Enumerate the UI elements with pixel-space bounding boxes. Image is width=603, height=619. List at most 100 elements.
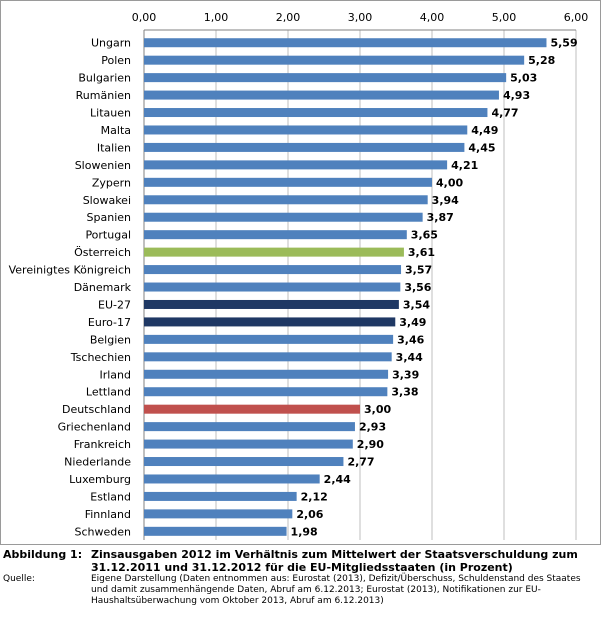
category-label: Österreich xyxy=(74,246,131,259)
bar xyxy=(144,352,392,362)
bar xyxy=(144,457,344,467)
category-label: Luxemburg xyxy=(69,473,131,486)
data-label: 3,39 xyxy=(392,368,419,381)
data-label: 3,65 xyxy=(411,229,438,242)
bar xyxy=(144,491,297,501)
category-label: Belgien xyxy=(90,333,131,346)
data-label: 2,44 xyxy=(324,473,351,486)
category-label: Rumänien xyxy=(76,89,131,102)
figure-caption-row: Abbildung 1: Zinsausgaben 2012 im Verhäl… xyxy=(3,548,600,574)
category-label: Euro-17 xyxy=(88,316,131,329)
data-label: 4,00 xyxy=(436,176,463,189)
category-label: Italien xyxy=(97,141,131,154)
bar xyxy=(144,195,428,205)
bar-chart: 0,00 1,00 2,00 3,00 4,00 5,00 6,00 Ungarn 5,59 Po… xyxy=(9,11,589,541)
bar xyxy=(144,387,388,397)
bar xyxy=(144,160,448,170)
x-tick-label: 5,00 xyxy=(492,11,517,24)
bar xyxy=(144,142,465,152)
data-label: 3,56 xyxy=(404,281,431,294)
bar xyxy=(144,299,399,309)
category-label: Ungarn xyxy=(91,37,131,50)
chart-frame: 0,00 1,00 2,00 3,00 4,00 5,00 6,00 Ungarn 5,59 Po… xyxy=(0,0,601,545)
data-label: 2,06 xyxy=(296,508,323,521)
bar xyxy=(144,73,507,83)
category-label: Lettland xyxy=(86,386,131,399)
bar xyxy=(144,125,468,135)
data-label: 4,45 xyxy=(468,141,495,154)
data-label: 3,38 xyxy=(391,386,418,399)
bar xyxy=(144,265,402,275)
bar xyxy=(144,404,360,414)
figure-title: Zinsausgaben 2012 im Verhältnis zum Mitt… xyxy=(91,548,578,574)
data-label: 3,49 xyxy=(399,316,426,329)
data-label: 4,49 xyxy=(471,124,498,137)
category-label: Finnland xyxy=(85,508,131,521)
bar xyxy=(144,177,432,187)
category-label: Tschechien xyxy=(70,351,131,364)
data-label: 1,98 xyxy=(291,525,318,538)
category-label: Frankreich xyxy=(74,438,131,451)
data-label: 3,61 xyxy=(408,246,435,259)
bar xyxy=(144,230,407,240)
category-label: Malta xyxy=(101,124,131,137)
figure-label: Abbildung 1: xyxy=(3,548,83,561)
category-label: Deutschland xyxy=(62,403,131,416)
x-tick-label: 2,00 xyxy=(276,11,301,24)
data-label: 4,77 xyxy=(491,107,518,120)
x-tick-label: 6,00 xyxy=(564,11,589,24)
x-tick-label: 4,00 xyxy=(420,11,445,24)
data-label: 5,28 xyxy=(528,54,555,67)
category-label: Slowenien xyxy=(75,159,131,172)
x-tick-label: 0,00 xyxy=(132,11,157,24)
bar xyxy=(144,38,547,48)
bar xyxy=(144,509,293,519)
data-label: 3,87 xyxy=(427,211,454,224)
bar xyxy=(144,422,355,432)
data-label: 2,77 xyxy=(347,456,374,469)
data-label: 4,93 xyxy=(503,89,530,102)
category-label: Slowakei xyxy=(83,194,131,207)
x-tick-label: 3,00 xyxy=(348,11,373,24)
category-label: Polen xyxy=(101,54,131,67)
bar xyxy=(144,474,320,484)
data-label: 3,54 xyxy=(403,298,430,311)
source-row: Quelle: Eigene Darstellung (Daten entnom… xyxy=(3,574,600,607)
data-label: 2,90 xyxy=(357,438,384,451)
source-label: Quelle: xyxy=(3,574,35,584)
bar xyxy=(144,55,525,65)
data-label: 3,44 xyxy=(396,351,423,364)
bar xyxy=(144,282,401,292)
bar xyxy=(144,317,396,327)
bar xyxy=(144,439,353,449)
data-label: 2,12 xyxy=(301,490,328,503)
category-label: Portugal xyxy=(85,229,131,242)
bar xyxy=(144,334,394,344)
data-label: 3,94 xyxy=(432,194,459,207)
category-label: Vereinigtes Königreich xyxy=(9,264,131,277)
bar xyxy=(144,212,423,222)
data-label: 2,93 xyxy=(359,421,386,434)
x-tick-label: 1,00 xyxy=(204,11,229,24)
category-label: Spanien xyxy=(87,211,132,224)
data-label: 3,57 xyxy=(405,264,432,277)
category-label: Niederlande xyxy=(64,456,131,469)
figure-caption: Abbildung 1: Zinsausgaben 2012 im Verhäl… xyxy=(3,548,600,607)
source-text: Eigene Darstellung (Daten entnommen aus:… xyxy=(91,574,581,606)
bar xyxy=(144,369,389,379)
category-label: Estland xyxy=(90,490,131,503)
bar xyxy=(144,108,488,118)
category-label: Litauen xyxy=(90,107,131,120)
category-label: Zypern xyxy=(92,176,131,189)
data-label: 5,03 xyxy=(510,72,537,85)
category-label: EU-27 xyxy=(98,298,131,311)
data-label: 3,46 xyxy=(397,333,424,346)
bar xyxy=(144,526,287,536)
category-label: Griechenland xyxy=(58,421,131,434)
category-label: Irland xyxy=(99,368,131,381)
category-label: Dänemark xyxy=(74,281,132,294)
bar xyxy=(144,90,499,100)
data-label: 5,59 xyxy=(550,37,577,50)
bar xyxy=(144,247,404,257)
category-label: Schweden xyxy=(75,525,132,538)
